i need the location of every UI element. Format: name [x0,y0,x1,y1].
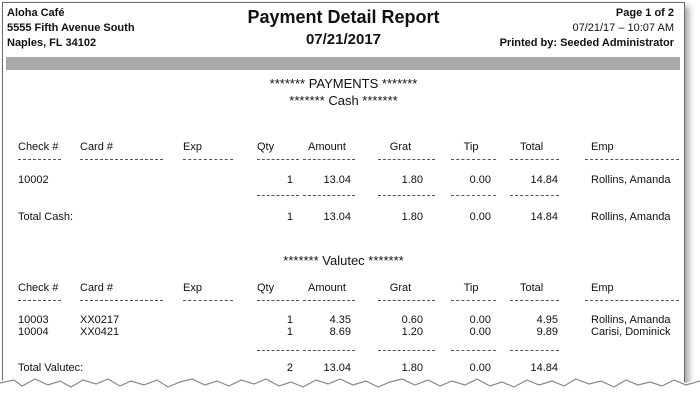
header-underline-exp [183,159,233,160]
column-header-emp: Emp [591,141,614,153]
header-underline-amount [303,300,355,301]
header-underline-qty [257,300,299,301]
column-header-check: Check # [18,282,59,294]
subtotal-line-grat [378,350,435,351]
page-number: Page 1 of 2 [615,7,674,19]
printed-by: Printed by: Seeded Administrator [499,37,674,49]
row-cell-tip: 0.00 [469,314,491,326]
column-header-tip: Tip [463,141,479,153]
subtotal-line-amount [303,350,355,351]
column-header-total: Total [520,282,544,294]
header-underline-emp [585,159,679,160]
column-header-check: Check # [18,141,59,153]
header-underline-grat [378,300,435,301]
column-header-exp: Exp [183,141,202,153]
subtotal-line-qty [257,350,299,351]
column-header-tip: Tip [463,282,479,294]
header-underline-check [18,300,61,301]
report-title: Payment Detail Report [247,7,440,27]
column-header-exp: Exp [183,282,202,294]
column-header-emp: Emp [591,282,614,294]
restaurant-address-line1: 5555 Fifth Avenue South [7,22,135,34]
report-title-block: Payment Detail Report 07/21/2017 [3,7,684,50]
column-header-amount: Amount [308,141,346,153]
row-cell-amount: 8.69 [329,326,351,338]
total-cell-total: 14.84 [530,211,558,223]
total-cell-grat: 1.80 [401,362,423,374]
total-cell-amount: 13.04 [323,211,351,223]
restaurant-name: Aloha Café [7,7,65,19]
row-cell-check: 10004 [18,326,49,338]
subtotal-line-qty [257,195,299,196]
header-underline-amount [303,159,355,160]
column-header-card: Card # [80,282,114,294]
row-cell-grat: 0.60 [401,314,423,326]
total-cell-amount: 13.04 [323,362,351,374]
printed-timestamp: 07/21/17 – 10:07 AM [572,22,674,34]
restaurant-info: Aloha Café 5555 Fifth Avenue South Naple… [7,6,135,51]
valutec-heading: ******* Valutec ******* [283,253,404,268]
header-underline-emp [585,300,679,301]
column-header-qty: Qty [257,282,275,294]
total-cell-grat: 1.80 [401,211,423,223]
header-underline-grat [378,159,435,160]
row-cell-emp: Rollins, Amanda [591,174,671,186]
header-underline-tip [451,300,496,301]
row-cell-tip: 0.00 [469,174,491,186]
column-header-qty: Qty [257,141,275,153]
subtotal-line-amount [303,195,355,196]
total-cell-tip: 0.00 [469,211,491,223]
total-cell-total: 14.84 [530,362,558,374]
row-cell-total: 14.84 [530,174,558,186]
subtotal-line-total [510,350,559,351]
header-underline-card [80,300,163,301]
total-cell-tip: 0.00 [469,362,491,374]
row-cell-qty: 1 [286,314,293,326]
column-header-grat: Grat [389,282,412,294]
row-cell-card: XX0217 [80,314,120,326]
subtotal-line-grat [378,195,435,196]
row-cell-qty: 1 [286,326,293,338]
subtotal-line-tip [451,195,496,196]
header-underline-card [80,159,163,160]
header-divider-bar [6,57,680,70]
row-cell-grat: 1.80 [401,174,423,186]
row-cell-check: 10003 [18,314,49,326]
row-cell-emp: Rollins, Amanda [591,314,671,326]
report-page: Aloha Café 5555 Fifth Avenue South Naple… [2,2,685,394]
row-cell-amount: 13.04 [323,174,351,186]
header-underline-check [18,159,61,160]
header-underline-total [510,300,559,301]
total-label: Total Cash: [18,211,74,223]
header-underline-exp [183,300,233,301]
total-cell-qty: 1 [286,211,293,223]
total-label: Total Valutec: [18,362,84,374]
row-cell-amount: 4.35 [329,314,351,326]
row-cell-qty: 1 [286,174,293,186]
torn-page-edge [0,377,700,420]
restaurant-address-line2: Naples, FL 34102 [7,37,97,49]
total-cell-qty: 2 [286,362,293,374]
row-cell-check: 10002 [18,174,49,186]
header-underline-qty [257,159,299,160]
header-underline-tip [451,159,496,160]
row-cell-grat: 1.20 [401,326,423,338]
report-date: 07/21/2017 [305,31,382,48]
cash-heading: ******* Cash ******* [289,93,398,108]
column-header-card: Card # [80,141,114,153]
row-cell-tip: 0.00 [469,326,491,338]
column-header-amount: Amount [308,282,346,294]
column-header-total: Total [520,141,544,153]
payments-heading: ******* PAYMENTS ******* [269,76,418,91]
subtotal-line-total [510,195,559,196]
total-cell-emp: Rollins, Amanda [591,211,671,223]
row-cell-total: 9.89 [536,326,558,338]
row-cell-total: 4.95 [536,314,558,326]
row-cell-card: XX0421 [80,326,120,338]
print-info: Page 1 of 2 07/21/17 – 10:07 AM Printed … [500,6,674,51]
header-underline-total [510,159,559,160]
row-cell-emp: Carisi, Dominick [591,326,671,338]
subtotal-line-tip [451,350,496,351]
column-header-grat: Grat [389,141,412,153]
